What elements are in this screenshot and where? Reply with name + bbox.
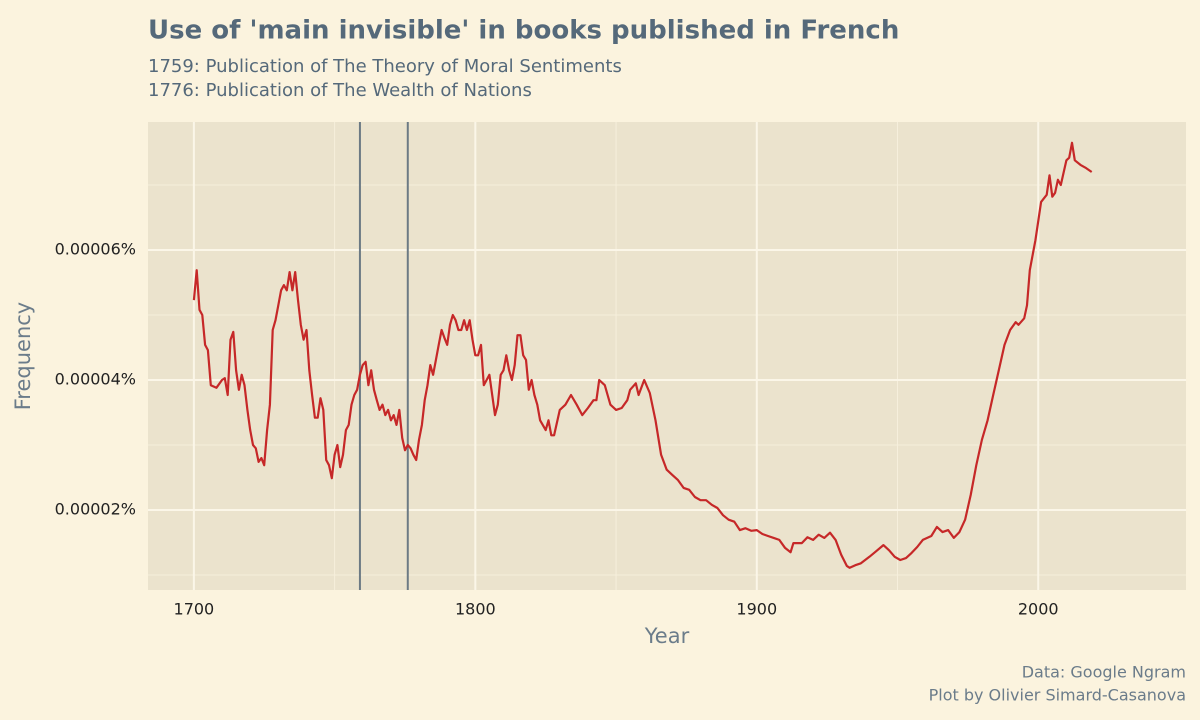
x-tick-label: 2000 xyxy=(1018,600,1059,619)
y-tick-label: 0.00006% xyxy=(55,240,136,259)
chart-title: Use of 'main invisible' in books publish… xyxy=(148,16,899,46)
subtitle: 1776: Publication of The Wealth of Natio… xyxy=(148,80,532,101)
y-axis-title: Frequency xyxy=(11,302,35,411)
plot-area xyxy=(148,122,1186,590)
caption: Plot by Olivier Simard-Casanova xyxy=(929,686,1186,705)
x-tick-label: 1900 xyxy=(736,600,777,619)
x-tick-label: 1700 xyxy=(174,600,215,619)
y-tick-label: 0.00002% xyxy=(55,499,136,518)
data-line xyxy=(192,141,1093,569)
subtitle: 1759: Publication of The Theory of Moral… xyxy=(148,56,622,77)
x-axis-title: Year xyxy=(644,624,690,648)
x-tick-label: 1800 xyxy=(455,600,496,619)
caption: Data: Google Ngram xyxy=(1022,663,1186,682)
y-tick-label: 0.00004% xyxy=(55,370,136,389)
